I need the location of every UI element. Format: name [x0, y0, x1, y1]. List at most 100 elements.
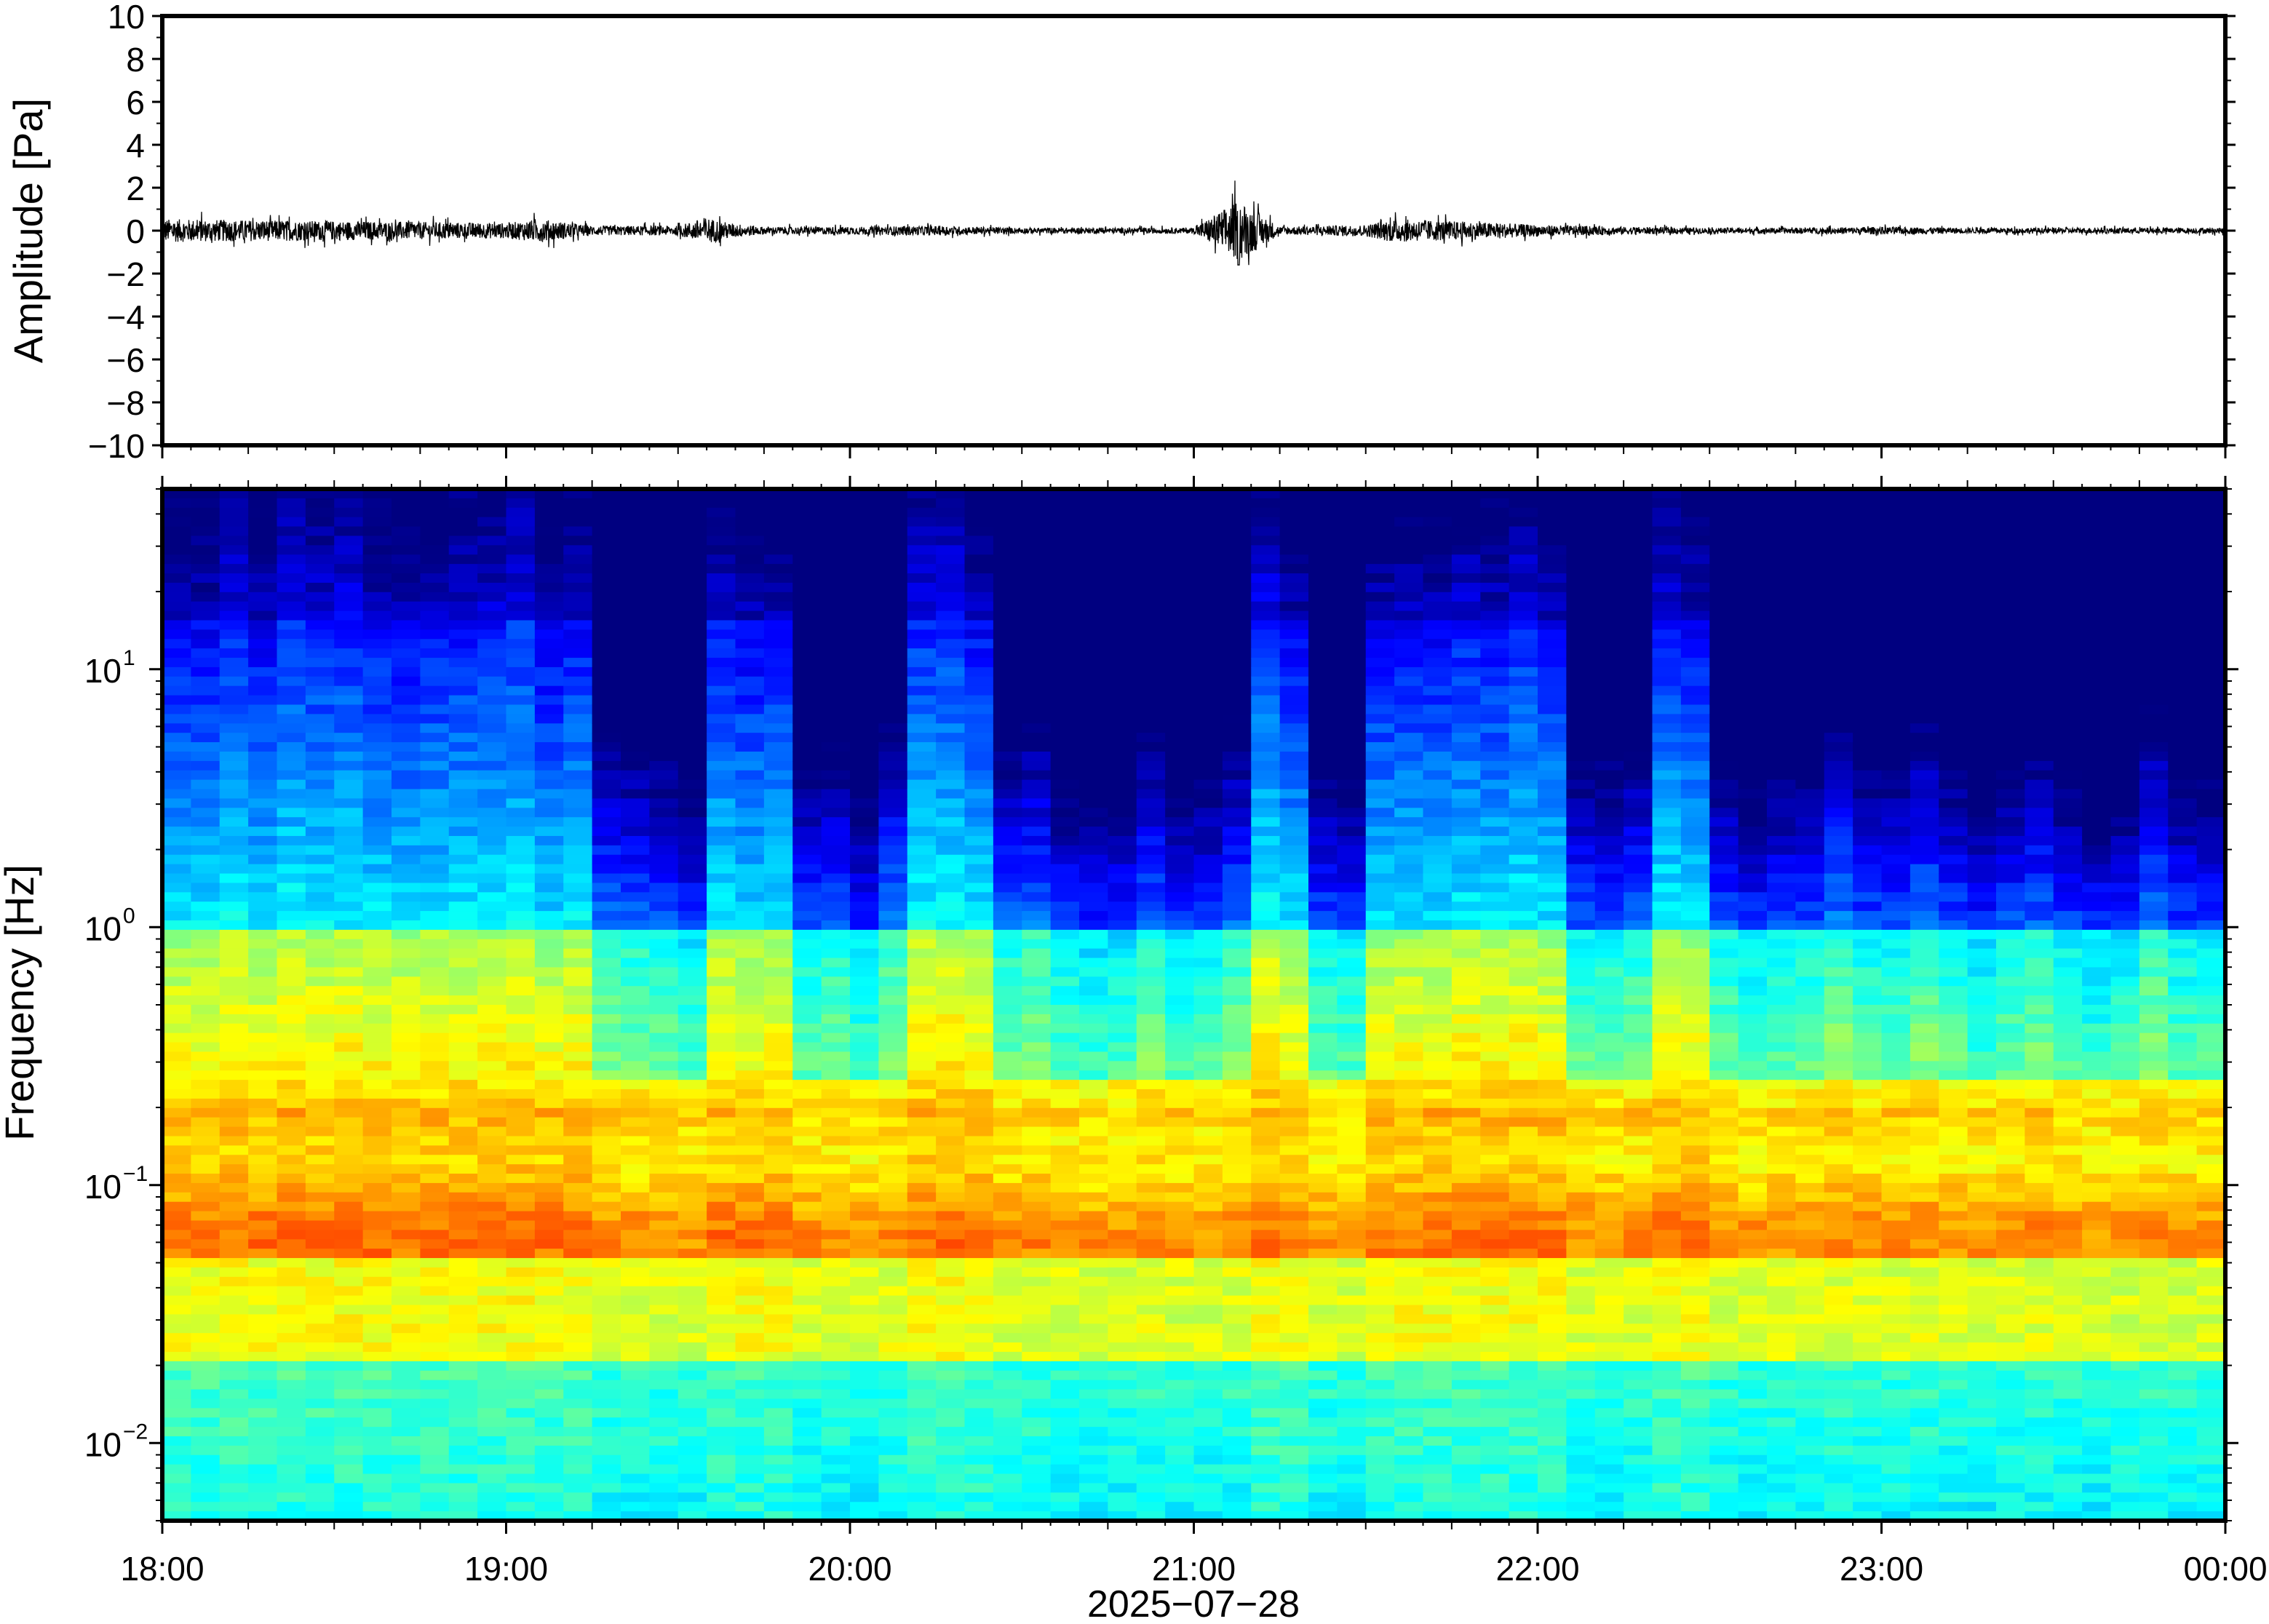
spectrogram-cell: [821, 1164, 851, 1174]
spectrogram-cell: [1222, 610, 1252, 621]
spectrogram-cell: [907, 592, 937, 602]
spectrogram-cell: [621, 845, 650, 856]
spectrogram-cell: [563, 1258, 593, 1268]
spectrogram-cell: [936, 592, 966, 602]
spectrogram-cell: [907, 564, 937, 574]
spectrogram-cell: [392, 1370, 421, 1381]
spectrogram-cell: [1222, 1342, 1252, 1353]
spectrogram-cell: [763, 1051, 793, 1062]
spectrogram-cell: [362, 610, 392, 621]
spectrogram-cell: [477, 845, 507, 856]
spectrogram-cell: [1136, 1267, 1166, 1278]
spectrogram-cell: [162, 1164, 191, 1174]
spectrogram-cell: [362, 1249, 392, 1259]
spectrogram-cell: [878, 798, 908, 808]
spectrogram-cell: [1394, 629, 1424, 640]
spectrogram-cell: [1079, 592, 1108, 602]
spectrogram-cell: [392, 507, 421, 518]
spectrogram-cell: [248, 1483, 278, 1493]
spectrogram-cell: [649, 1032, 679, 1043]
spectrogram-cell: [506, 1230, 536, 1240]
spectrogram-cell: [392, 1220, 421, 1230]
spectrogram-cell: [621, 639, 650, 649]
spectrogram-cell: [621, 901, 650, 912]
spectrogram-cell: [162, 854, 191, 865]
spectrogram-cell: [1308, 658, 1338, 668]
spectrogram-cell: [821, 770, 851, 781]
spectrogram-cell: [277, 629, 306, 640]
spectrogram-cell: [448, 1436, 478, 1446]
spectrogram-cell: [1108, 1126, 1137, 1137]
spectrogram-cell: [1165, 1492, 1195, 1502]
spectrogram-cell: [1279, 545, 1309, 555]
spectrogram-cell: [1394, 798, 1424, 808]
spectrogram-cell: [1079, 1117, 1108, 1128]
spectrogram-cell: [1279, 873, 1309, 884]
spectrogram-cell: [621, 1342, 650, 1353]
spectrogram-cell: [248, 845, 278, 856]
spectrogram-cell: [936, 733, 966, 743]
spectrogram-cell: [993, 751, 1022, 762]
spectrogram-cell: [878, 1361, 908, 1372]
spectrogram-cell: [219, 817, 249, 827]
spectrogram-cell: [305, 1380, 335, 1390]
spectrogram-cell: [936, 1070, 966, 1080]
spectrogram-cell: [1279, 1351, 1309, 1362]
spectrogram-cell: [1050, 1380, 1080, 1390]
spectrogram-cell: [392, 536, 421, 546]
spectrogram-cell: [1165, 704, 1195, 715]
spectrogram-cell: [1193, 1061, 1223, 1071]
spectrogram-cell: [534, 873, 564, 884]
spectrogram-cell: [420, 1417, 450, 1428]
spectrogram-cell: [1193, 827, 1223, 837]
spectrogram-cell: [878, 817, 908, 827]
spectrogram-cell: [191, 1107, 220, 1118]
spectrogram-cell: [534, 1239, 564, 1249]
spectrogram-cell: [735, 704, 765, 715]
spectrogram-cell: [248, 554, 278, 565]
spectrogram-cell: [563, 939, 593, 950]
spectrogram-cell: [506, 967, 536, 977]
spectrogram-cell: [1050, 986, 1080, 996]
spectrogram-cell: [277, 685, 306, 696]
spectrogram-cell: [735, 817, 765, 827]
spectrogram-cell: [621, 742, 650, 752]
spectrogram-cell: [1050, 733, 1080, 743]
spectrogram-cell: [907, 1155, 937, 1165]
spectrogram-cell: [936, 1305, 966, 1315]
spectrogram-cell: [1394, 1295, 1424, 1306]
spectrogram-cell: [1222, 1389, 1252, 1400]
spectrogram-cell: [1079, 1361, 1108, 1372]
spectrogram-cell: [1165, 779, 1195, 790]
spectrogram-cell: [248, 958, 278, 968]
spectrogram-cell: [534, 517, 564, 528]
spectrogram-cell: [1050, 1249, 1080, 1259]
spectrogram-cell: [362, 976, 392, 987]
spectrogram-cell: [219, 1454, 249, 1465]
spectrogram-cell: [1251, 751, 1281, 762]
spectrogram-cell: [850, 751, 879, 762]
spectrogram-cell: [563, 1201, 593, 1212]
spectrogram-cell: [964, 911, 994, 921]
spectrogram-cell: [649, 1051, 679, 1062]
spectrogram-cell: [735, 911, 765, 921]
spectrogram-cell: [1079, 1145, 1108, 1155]
spectrogram-cell: [907, 526, 937, 537]
spectrogram-cell: [735, 1211, 765, 1222]
spectrogram-cell: [191, 1192, 220, 1203]
spectrogram-cell: [392, 1023, 421, 1034]
spectrogram-cell: [1050, 1220, 1080, 1230]
spectrogram-cell: [621, 892, 650, 902]
spectrogram-cell: [392, 685, 421, 696]
spectrogram-cell: [707, 1239, 736, 1249]
spectrogram-cell: [1193, 901, 1223, 912]
spectrogram-cell: [936, 554, 966, 565]
spectrogram-cell: [191, 1098, 220, 1109]
spectrogram-cell: [1165, 648, 1195, 658]
spectrogram-cell: [1193, 1220, 1223, 1230]
spectrogram-cell: [448, 1398, 478, 1409]
spectrogram-cell: [707, 1117, 736, 1128]
spectrogram-cell: [649, 1211, 679, 1222]
spectrogram-cell: [477, 835, 507, 846]
